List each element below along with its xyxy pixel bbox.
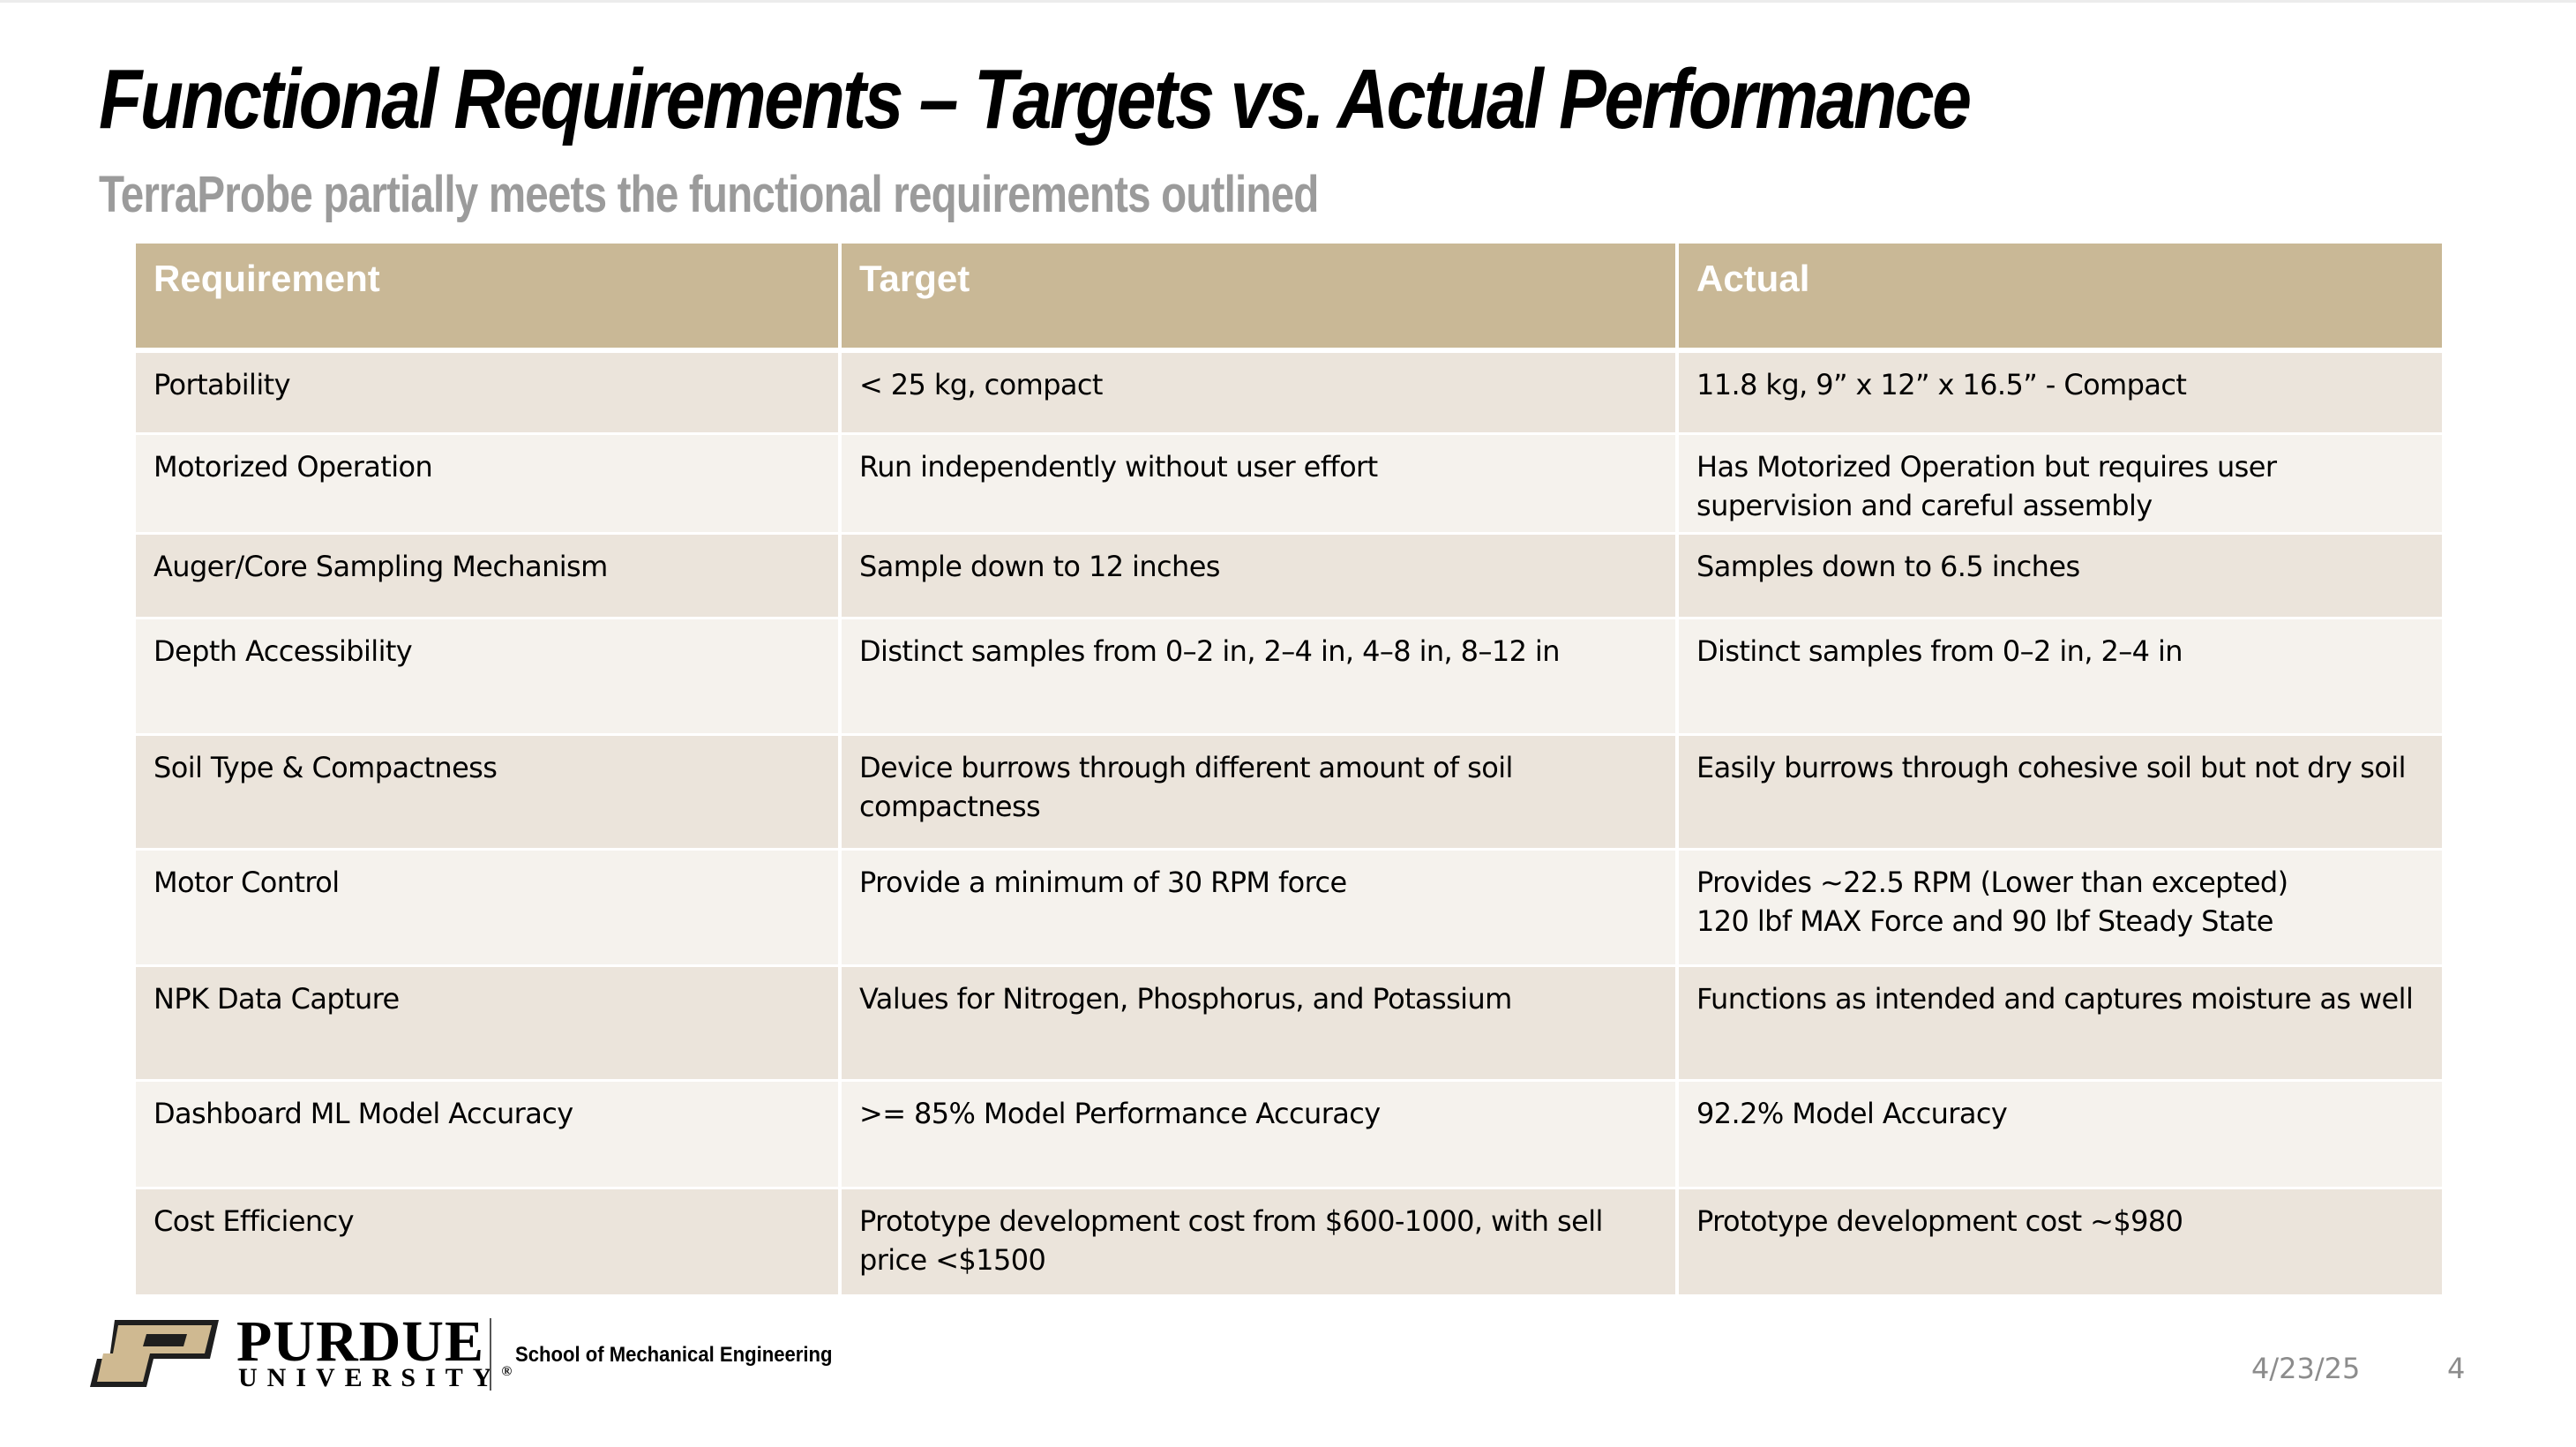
requirement-cell: Dashboard ML Model Accuracy	[136, 1080, 842, 1189]
target-cell: < 25 kg, compact	[840, 350, 1679, 435]
table-row: Cost Efficiency Prototype development co…	[136, 1188, 2442, 1297]
target-cell: Run independently without user effort	[840, 433, 1679, 535]
table-header-row: Requirement Target Actual	[136, 244, 2442, 353]
requirements-table: Requirement Target Actual Portability < …	[136, 244, 2442, 1297]
school-name: School of Mechanical Engineering	[515, 1343, 833, 1367]
actual-cell: Samples down to 6.5 inches	[1677, 533, 2442, 619]
table-row: NPK Data Capture Values for Nitrogen, Ph…	[136, 965, 2442, 1082]
page-number: 4	[2447, 1352, 2466, 1385]
slide-date: 4/23/25	[2251, 1352, 2361, 1385]
requirement-cell: Depth Accessibility	[136, 618, 842, 736]
actual-cell: Distinct samples from 0–2 in, 2–4 in	[1677, 618, 2442, 736]
actual-cell: 11.8 kg, 9” x 12” x 16.5” - Compact	[1677, 350, 2442, 435]
table-row: Auger/Core Sampling Mechanism Sample dow…	[136, 533, 2442, 619]
actual-cell: Provides ~22.5 RPM (Lower than excepted)…	[1677, 849, 2442, 967]
table-row: Soil Type & Compactness Device burrows t…	[136, 734, 2442, 851]
requirement-cell: Motor Control	[136, 849, 842, 967]
target-cell: Prototype development cost from $600-100…	[840, 1188, 1679, 1297]
table-row: Portability < 25 kg, compact 11.8 kg, 9”…	[136, 350, 2442, 435]
purdue-wordmark-sub: UNIVERSITY®	[238, 1363, 513, 1392]
target-cell: Distinct samples from 0–2 in, 2–4 in, 4–…	[840, 618, 1679, 736]
requirement-cell: Auger/Core Sampling Mechanism	[136, 533, 842, 619]
header-requirement: Requirement	[136, 244, 842, 353]
actual-cell: 92.2% Model Accuracy	[1677, 1080, 2442, 1189]
target-cell: Provide a minimum of 30 RPM force	[840, 849, 1679, 967]
footer-divider	[490, 1318, 491, 1391]
requirement-cell: Soil Type & Compactness	[136, 734, 842, 851]
purdue-p-logo-icon	[90, 1320, 219, 1387]
table-row: Motor Control Provide a minimum of 30 RP…	[136, 849, 2442, 967]
header-target: Target	[840, 244, 1679, 353]
actual-cell: Has Motorized Operation but requires use…	[1677, 433, 2442, 535]
actual-cell: Functions as intended and captures moist…	[1677, 965, 2442, 1082]
requirement-cell: Motorized Operation	[136, 433, 842, 535]
requirement-cell: Cost Efficiency	[136, 1188, 842, 1297]
requirement-cell: Portability	[136, 350, 842, 435]
actual-cell: Easily burrows through cohesive soil but…	[1677, 734, 2442, 851]
requirement-cell: NPK Data Capture	[136, 965, 842, 1082]
purdue-wordmark: PURDUE	[236, 1309, 484, 1374]
slide-title: Functional Requirements – Targets vs. Ac…	[99, 52, 1972, 146]
target-cell: Values for Nitrogen, Phosphorus, and Pot…	[840, 965, 1679, 1082]
table-row: Dashboard ML Model Accuracy >= 85% Model…	[136, 1080, 2442, 1189]
target-cell: >= 85% Model Performance Accuracy	[840, 1080, 1679, 1189]
target-cell: Device burrows through different amount …	[840, 734, 1679, 851]
slide-subtitle: TerraProbe partially meets the functiona…	[99, 166, 1319, 223]
actual-cell: Prototype development cost ~$980	[1677, 1188, 2442, 1297]
table-row: Motorized Operation Run independently wi…	[136, 433, 2442, 535]
top-border	[0, 0, 2576, 3]
target-cell: Sample down to 12 inches	[840, 533, 1679, 619]
table-row: Depth Accessibility Distinct samples fro…	[136, 618, 2442, 736]
header-actual: Actual	[1677, 244, 2442, 353]
